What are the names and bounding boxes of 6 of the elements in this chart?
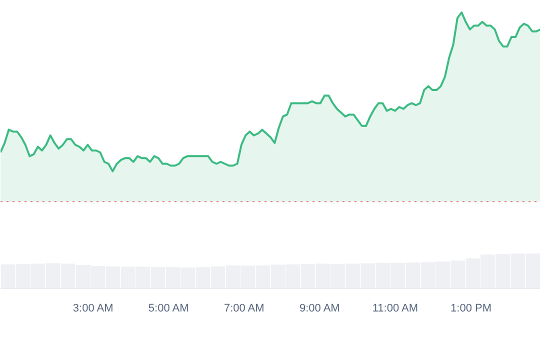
x-tick-label: 5:00 AM — [148, 302, 189, 314]
x-tick-label: 7:00 AM — [224, 302, 264, 314]
x-tick-label: 9:00 AM — [299, 302, 340, 314]
x-tick-label: 1:00 PM — [450, 302, 492, 314]
x-tick-label: 11:00 AM — [372, 302, 418, 314]
x-tick-label: 3:00 AM — [72, 302, 114, 314]
